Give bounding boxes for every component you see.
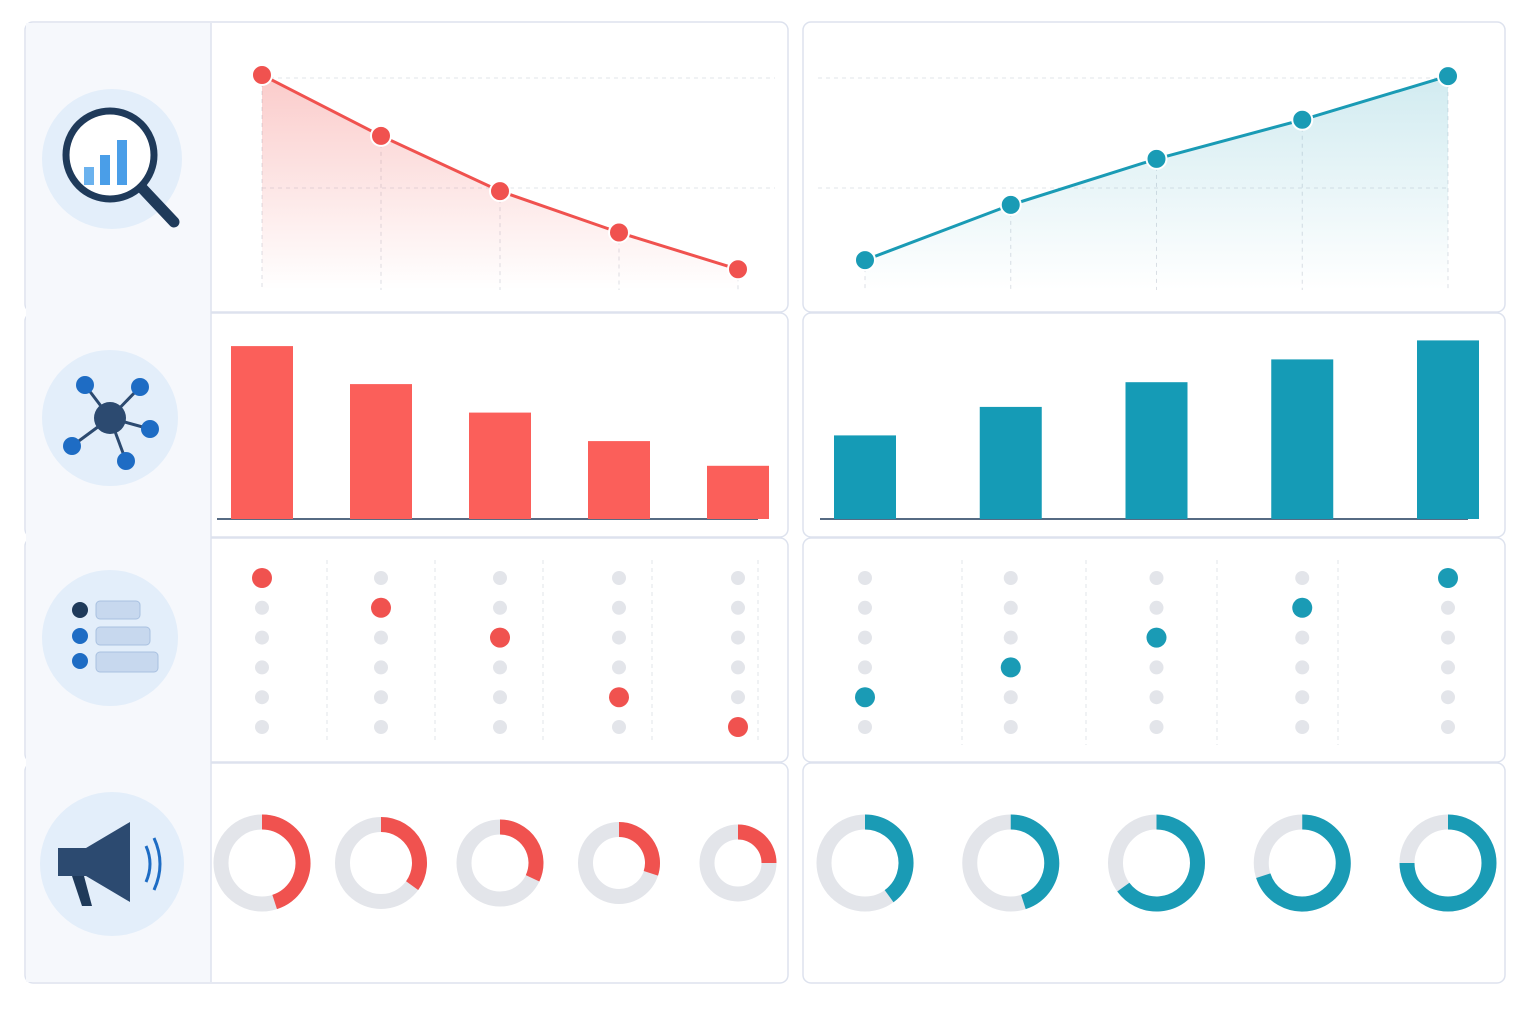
- point: [999, 193, 1022, 216]
- level-dot: [731, 600, 745, 615]
- level-dot: [1003, 720, 1018, 734]
- level-dot: [493, 571, 507, 585]
- donut-arc: [864, 814, 914, 903]
- dot: [1438, 568, 1458, 588]
- point: [854, 249, 876, 272]
- level-dot: [731, 630, 745, 645]
- dot: [1146, 627, 1167, 648]
- dot: [490, 627, 510, 648]
- donut-arc: [737, 824, 777, 864]
- donut-arc: [380, 817, 427, 891]
- bar: [231, 346, 293, 519]
- level-dot: [1295, 660, 1310, 675]
- level-dot: [1295, 571, 1310, 585]
- level-dot: [1003, 571, 1018, 585]
- point: [251, 63, 273, 86]
- level-dot: [1295, 630, 1310, 645]
- level-dot: [255, 660, 269, 675]
- donut-arc: [499, 819, 544, 882]
- bar: [1125, 382, 1188, 519]
- level-dot: [1149, 600, 1164, 615]
- point: [1145, 147, 1168, 170]
- bar: [707, 465, 769, 519]
- dot: [609, 687, 629, 708]
- bar: [588, 441, 650, 519]
- point: [1291, 108, 1314, 131]
- donut-arc: [1117, 814, 1205, 912]
- level-dot: [612, 630, 626, 645]
- bar: [979, 406, 1042, 519]
- donut-arc: [618, 822, 660, 876]
- level-dot: [374, 571, 388, 585]
- level-dot: [255, 690, 269, 705]
- level-dot: [1149, 571, 1164, 585]
- level-dot: [1441, 660, 1455, 675]
- level-dot: [255, 600, 269, 615]
- level-dot: [1003, 690, 1018, 705]
- level-dot: [374, 630, 388, 645]
- level-dot: [1149, 690, 1164, 705]
- level-dot: [493, 690, 507, 705]
- donut-arc: [1399, 814, 1497, 912]
- level-dot: [493, 600, 507, 615]
- point: [370, 124, 392, 147]
- decor-grid: [262, 77, 1448, 745]
- level-dot: [493, 660, 507, 675]
- bar: [350, 384, 412, 519]
- level-dot: [1149, 720, 1164, 734]
- level-dot: [1441, 690, 1455, 705]
- point: [608, 221, 630, 244]
- dot: [855, 687, 875, 708]
- level-dot: [493, 720, 507, 734]
- level-dot: [858, 660, 872, 675]
- dot: [1292, 597, 1313, 618]
- level-dot: [858, 630, 872, 645]
- point: [727, 258, 749, 281]
- level-dot: [1441, 720, 1455, 734]
- donut-arc: [1256, 814, 1351, 912]
- level-dot: [374, 720, 388, 734]
- dot: [728, 717, 748, 737]
- level-dot: [255, 630, 269, 645]
- level-dot: [858, 720, 872, 734]
- donut-arc: [1010, 814, 1060, 910]
- level-dot: [731, 690, 745, 705]
- point: [1437, 65, 1459, 88]
- level-dot: [612, 660, 626, 675]
- level-dot: [1295, 720, 1310, 734]
- bar: [1417, 340, 1479, 519]
- level-dot: [374, 690, 388, 705]
- bar: [1271, 359, 1334, 519]
- level-dot: [858, 571, 872, 585]
- level-dot: [612, 720, 626, 734]
- dot: [252, 568, 272, 588]
- level-dot: [1149, 660, 1164, 675]
- level-dot: [1003, 600, 1018, 615]
- icon-column: [26, 23, 212, 982]
- dot: [371, 597, 391, 618]
- level-dot: [374, 660, 388, 675]
- level-dot: [1441, 600, 1455, 615]
- dot: [1000, 657, 1021, 678]
- donut-arc: [261, 814, 311, 910]
- level-dot: [731, 660, 745, 675]
- bar: [834, 435, 896, 519]
- level-dot: [1295, 690, 1310, 705]
- level-dot: [255, 720, 269, 734]
- level-dot: [731, 571, 745, 585]
- level-dot: [612, 571, 626, 585]
- point: [489, 180, 511, 203]
- level-dot: [1003, 630, 1018, 645]
- bar: [469, 412, 531, 519]
- level-dot: [1441, 630, 1455, 645]
- level-dot: [858, 600, 872, 615]
- level-dot: [612, 600, 626, 615]
